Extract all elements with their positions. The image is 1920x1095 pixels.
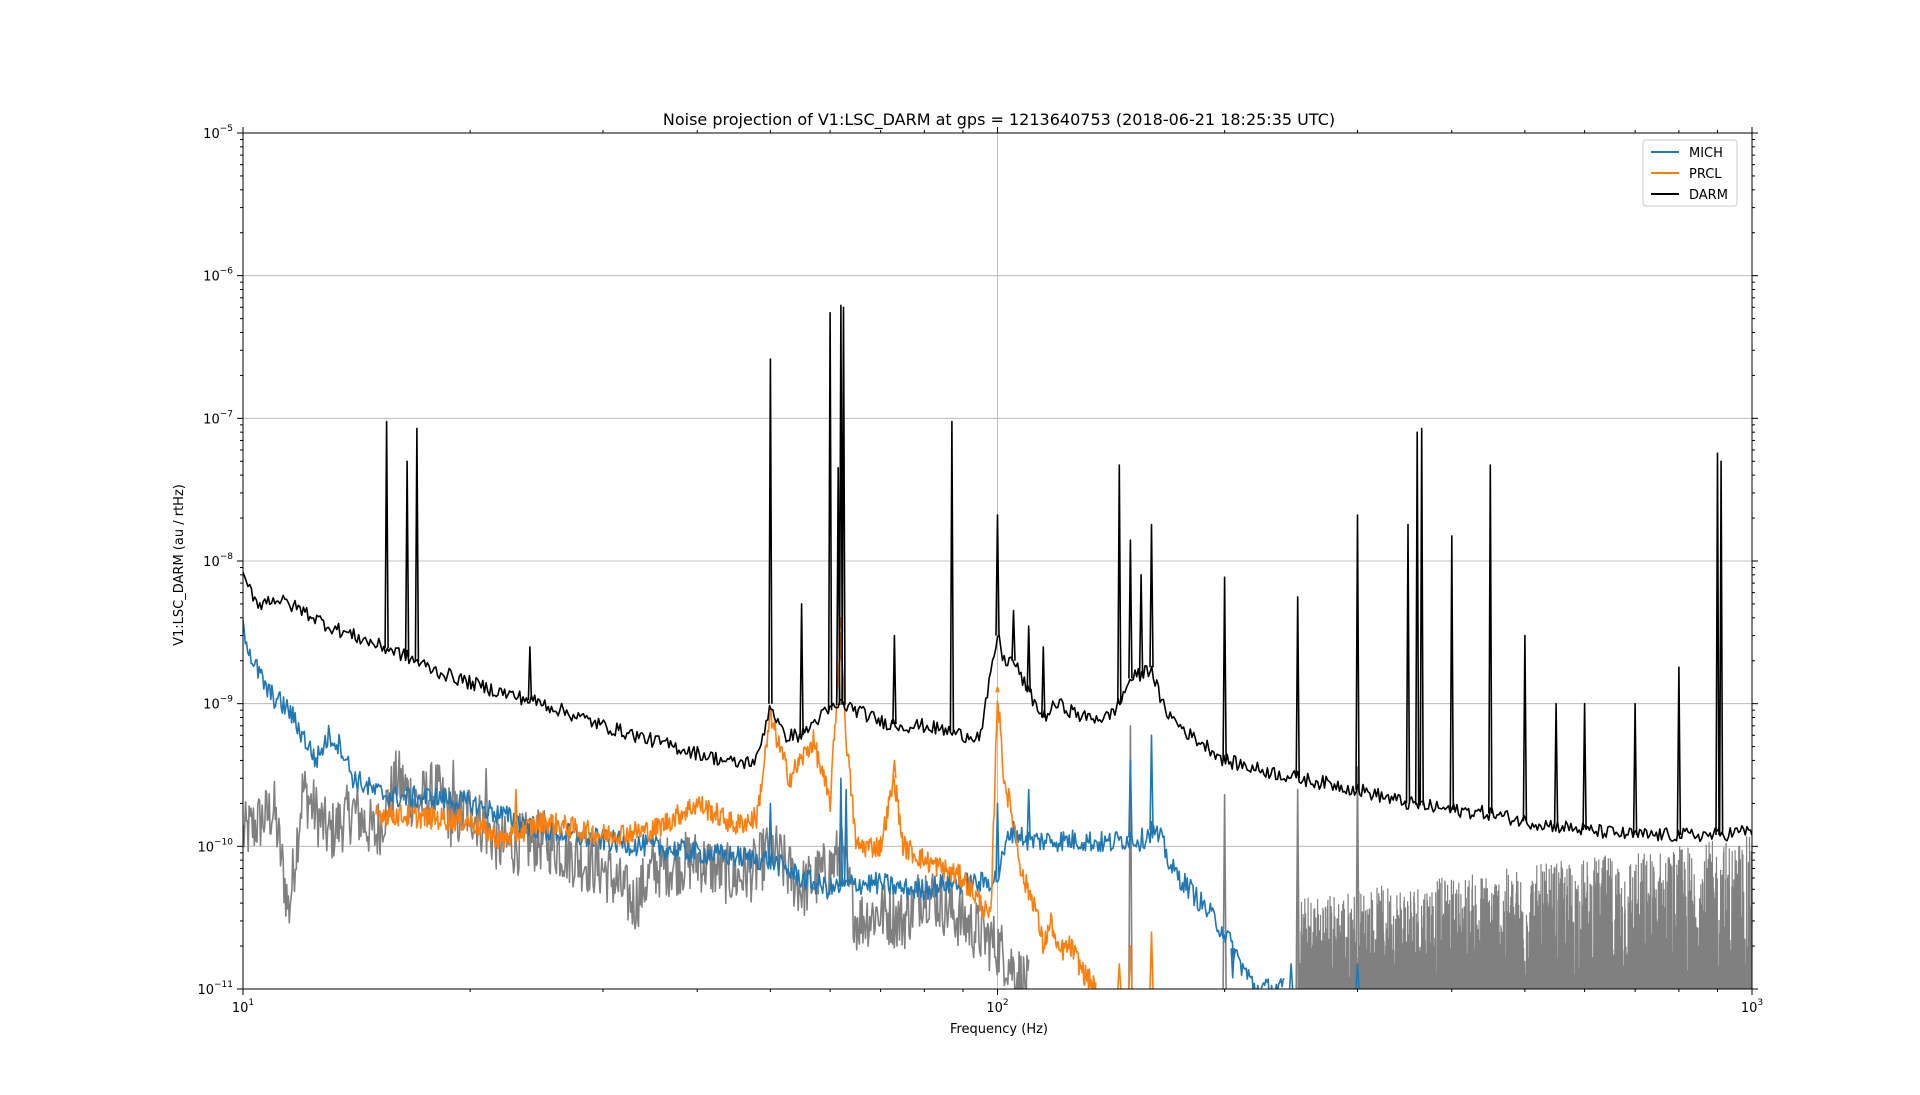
y-tick-label: 10−7	[203, 409, 233, 427]
series-band-gray	[1297, 836, 1752, 989]
x-axis-label: Frequency (Hz)	[950, 1022, 1048, 1037]
y-tick-label: 10−9	[203, 695, 233, 713]
legend-label-prcl: PRCL	[1689, 167, 1722, 182]
series-line-mich	[243, 619, 1360, 989]
x-tick-label: 101	[232, 998, 254, 1016]
plot-area	[243, 304, 1752, 989]
legend: MICH PRCL DARM	[1642, 139, 1738, 207]
legend-box	[1642, 139, 1738, 207]
legend-label-darm: DARM	[1689, 188, 1728, 203]
y-tick-label: 10−11	[197, 980, 233, 998]
axes: 101 102 103 10−11 10−10 10−9 10−8 10−7 10−6 10−5	[197, 124, 1763, 1016]
y-tick-label: 10−6	[203, 267, 233, 285]
y-tick-label: 10−5	[203, 124, 233, 142]
legend-label-mich: MICH	[1689, 146, 1723, 161]
series-line-prcl	[375, 617, 1154, 989]
x-tick-label: 103	[1741, 998, 1763, 1016]
x-tick-label: 102	[986, 998, 1008, 1016]
y-tick-label: 10−10	[197, 837, 233, 855]
series-line-darm	[243, 304, 1752, 843]
y-tick-label: 10−8	[203, 552, 233, 570]
y-axis-label: V1:LSC_DARM (au / rtHz)	[172, 484, 187, 646]
chart-title: Noise projection of V1:LSC_DARM at gps =…	[663, 110, 1335, 130]
